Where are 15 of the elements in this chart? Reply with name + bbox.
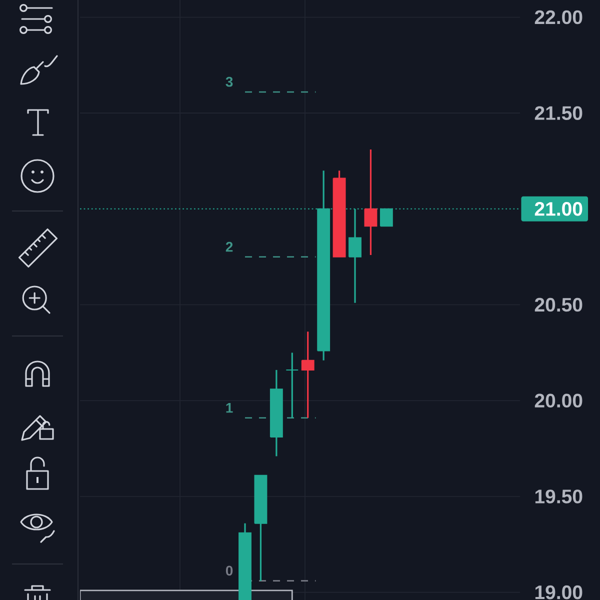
y-tick-label: 22.00	[534, 10, 582, 24]
annotation: 2	[226, 242, 233, 252]
annotation: 3	[226, 76, 233, 87]
ref-line-label: 21.00	[534, 202, 582, 216]
y-tick-label: 21.50	[534, 106, 582, 120]
candlestick	[286, 352, 299, 419]
candlestick	[301, 330, 314, 419]
annotation: 1	[226, 403, 233, 413]
annotation: 0	[226, 566, 233, 576]
y-tick-label: 20.00	[534, 394, 582, 408]
candlestick	[380, 208, 393, 227]
y-tick-label: 19.00	[535, 585, 582, 600]
candlestick	[364, 148, 378, 256]
y-tick-label: 20.50	[534, 298, 582, 312]
y-tick-label: 19.50	[535, 490, 582, 504]
